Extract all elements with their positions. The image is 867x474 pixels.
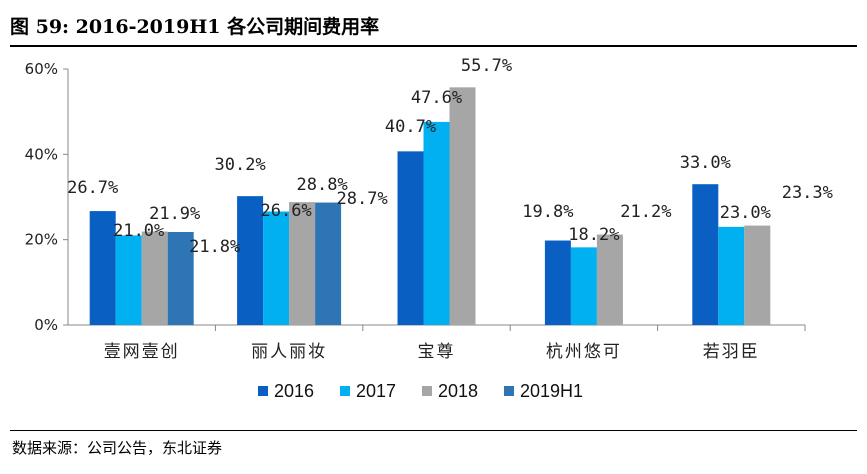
data-label: 21.8% [189,237,240,257]
title-rule [10,45,857,47]
data-label: 26.6% [261,201,312,221]
y-tick-label: 60% [25,60,58,78]
data-label: 28.7% [337,189,388,209]
y-tick-label: 40% [25,145,58,163]
bar [167,231,194,325]
bar [315,202,342,325]
data-label: 40.7% [385,117,436,137]
legend-label: 2018 [438,381,478,401]
data-label: 23.3% [782,183,833,203]
bar [263,211,290,325]
bar [570,247,597,325]
data-label: 26.7% [67,178,118,198]
legend-swatch [504,386,514,396]
bar [718,226,745,325]
legend-swatch [340,386,350,396]
data-label: 19.8% [522,202,573,222]
data-label: 33.0% [680,153,731,173]
bar [237,196,264,325]
data-label: 47.6% [411,88,462,108]
bar [744,225,771,325]
y-tick-label: 20% [25,231,58,249]
bar [397,151,424,325]
x-category-label: 若羽臣 [703,342,760,362]
legend-label: 2017 [356,381,396,401]
bar [423,121,450,325]
bar [449,87,476,325]
bar [141,231,168,325]
data-label: 21.2% [620,202,671,222]
data-label: 55.7% [461,56,512,76]
data-label: 30.2% [215,155,266,175]
data-label: 23.0% [720,203,771,223]
x-category-label: 杭州悠可 [546,342,622,362]
source-note: 数据来源：公司公告，东北证券 [12,439,223,457]
bar [692,184,719,325]
source-rule [10,430,857,431]
legend-swatch [422,386,432,396]
bar [289,202,316,325]
y-tick-label: 0% [34,316,58,334]
title-block: 图 59: 2016-2019H1 各公司期间费用率 [10,12,857,47]
legend-label: 2016 [274,381,314,401]
x-category-label: 壹网壹创 [104,342,180,362]
x-category-label: 丽人丽妆 [251,342,327,362]
x-category-label: 宝尊 [418,342,456,362]
chart-title: 图 59: 2016-2019H1 各公司期间费用率 [10,16,380,38]
data-label: 21.9% [149,204,200,224]
bar [596,234,623,325]
data-label: 28.8% [297,175,348,195]
data-label: 18.2% [568,225,619,245]
bar [115,235,142,325]
data-label: 21.0% [113,221,164,241]
legend-swatch [258,386,268,396]
bar [544,240,571,325]
bar [89,211,116,325]
legend-label: 2019H1 [520,381,583,401]
